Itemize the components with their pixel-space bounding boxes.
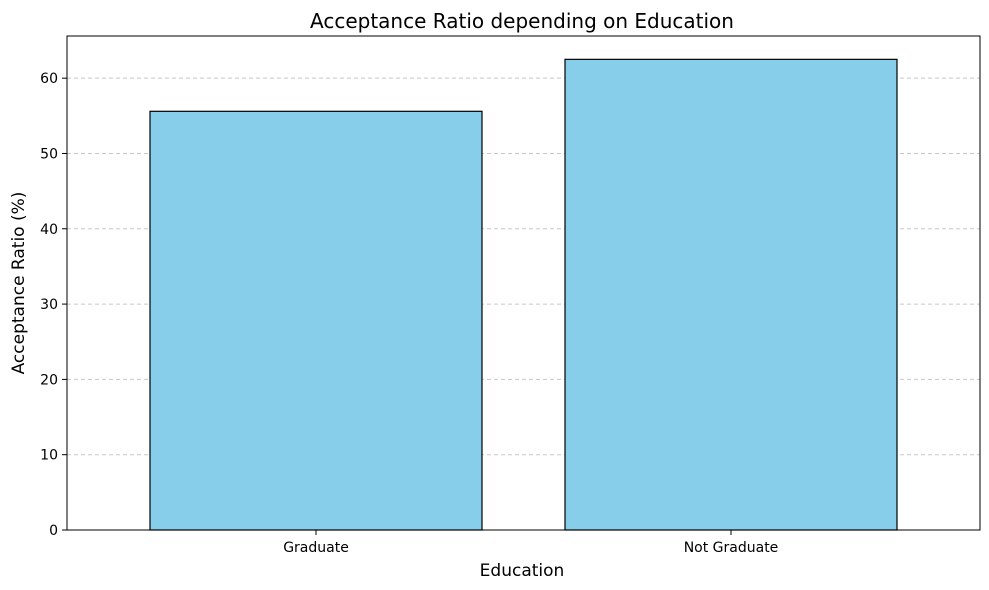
chart-title: Acceptance Ratio depending on Education [310, 9, 734, 33]
bar-graduate [149, 110, 483, 531]
y-tick-label: 30 [40, 297, 58, 313]
x-axis-label: Education [480, 561, 565, 581]
y-tick-label: 20 [40, 372, 58, 388]
y-tick-label: 40 [40, 222, 58, 238]
x-tick-label: Not Graduate [684, 540, 779, 556]
y-tick-label: 50 [40, 146, 58, 162]
x-axis-ticks: Graduate Not Graduate [283, 530, 778, 556]
y-axis-label: Acceptance Ratio (%) [9, 192, 29, 375]
x-tick-label: Graduate [283, 540, 349, 556]
grid-lines [67, 77, 980, 456]
bars [149, 58, 898, 531]
bar-not-graduate [564, 58, 898, 531]
y-axis-ticks: 0 10 20 30 40 50 60 [40, 71, 67, 539]
y-tick-label: 10 [40, 448, 58, 464]
y-tick-label: 60 [40, 71, 58, 87]
y-tick-label: 0 [49, 523, 58, 539]
plot-frame [66, 35, 981, 531]
